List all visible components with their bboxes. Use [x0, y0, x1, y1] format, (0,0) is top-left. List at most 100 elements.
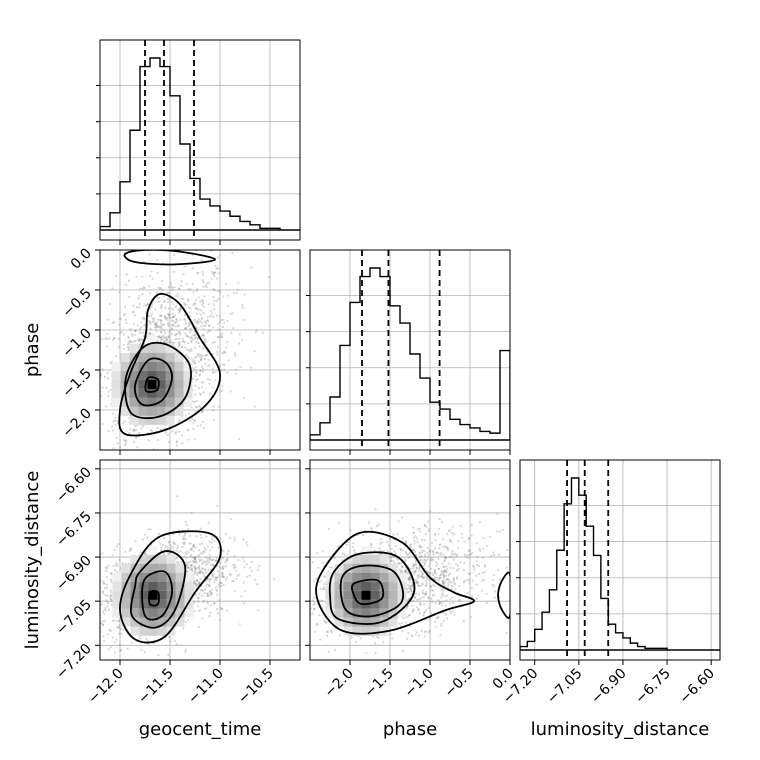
scatter-point: [138, 339, 141, 342]
scatter-point: [470, 534, 473, 537]
scatter-point: [237, 558, 240, 562]
scatter-point: [226, 304, 229, 307]
scatter-point: [420, 555, 423, 558]
scatter-point: [198, 559, 202, 563]
scatter-point: [211, 588, 214, 591]
scatter-point: [449, 566, 452, 570]
scatter-point: [228, 573, 231, 576]
scatter-point: [201, 594, 204, 597]
density-cell: [388, 590, 398, 600]
scatter-point: [197, 318, 200, 321]
scatter-point: [182, 541, 185, 545]
density-cell: [120, 406, 130, 416]
scatter-point: [326, 570, 330, 573]
scatter-point: [195, 400, 198, 403]
scatter-point: [432, 553, 435, 556]
scatter-point: [433, 532, 436, 535]
scatter-point: [124, 442, 127, 445]
scatter-point: [303, 580, 305, 582]
scatter-point: [147, 439, 150, 442]
scatter-point: [97, 332, 99, 334]
scatter-point: [183, 340, 186, 343]
scatter-point: [178, 311, 181, 314]
density-cell: [379, 581, 389, 591]
scatter-point: [435, 565, 438, 568]
density-cell: [174, 388, 184, 398]
scatter-point: [90, 405, 92, 407]
density-cell: [343, 626, 353, 636]
scatter-point: [312, 607, 315, 611]
scatter-point: [197, 554, 200, 557]
scatter-point: [106, 633, 109, 636]
scatter-point: [121, 628, 124, 631]
scatter-point: [412, 565, 415, 568]
scatter-point: [109, 361, 112, 364]
scatter-point: [454, 587, 457, 590]
scatter-point: [232, 291, 235, 294]
scatter-point: [418, 597, 421, 601]
density-cell: [352, 554, 362, 564]
scatter-point: [168, 313, 171, 316]
scatter-point: [117, 632, 121, 635]
scatter-point: [166, 337, 169, 340]
scatter-point: [203, 546, 207, 550]
scatter-point: [100, 373, 103, 376]
xtick-label-hist-luminosity_distance-4: −6.60: [676, 666, 718, 708]
scatter-point: [422, 564, 425, 567]
scatter-point: [319, 599, 322, 602]
scatter-point: [370, 526, 373, 530]
scatter-point: [212, 558, 215, 561]
scatter-point: [221, 574, 224, 577]
scatter-point: [171, 324, 174, 327]
scatter-point: [217, 297, 220, 300]
density-cell: [112, 581, 122, 591]
scatter-point: [409, 543, 412, 546]
scatter-point: [223, 350, 226, 353]
scatter-point: [199, 369, 202, 372]
density-cell: [352, 563, 362, 573]
scatter-point: [390, 559, 393, 562]
scatter-point: [175, 431, 178, 434]
scatter-point: [236, 288, 239, 291]
scatter-point: [113, 419, 117, 422]
scatter-point: [199, 534, 202, 537]
scatter-point: [482, 537, 485, 540]
scatter-point: [428, 578, 431, 581]
scatter-point: [205, 535, 208, 538]
scatter-point: [149, 327, 152, 330]
scatter-point: [122, 313, 125, 317]
scatter-point: [426, 570, 429, 573]
scatter-point: [209, 590, 212, 593]
scatter-point: [190, 548, 193, 551]
scatter-point: [104, 609, 107, 612]
scatter-point: [479, 549, 482, 552]
scatter-point: [323, 575, 326, 578]
scatter-point: [424, 558, 427, 561]
scatter-point: [412, 608, 415, 611]
density-cell: [130, 554, 140, 564]
contours-luminosity_distance_vs_geocent_time: [119, 530, 222, 644]
scatter-point: [386, 549, 389, 553]
scatter-point: [416, 606, 419, 609]
contour-luminosity_distance_vs_phase-2: [328, 551, 416, 625]
scatter-point: [382, 641, 385, 644]
scatter-point: [438, 600, 441, 604]
scatter-point: [471, 552, 474, 555]
scatter-point: [216, 576, 219, 579]
density-cell: [370, 590, 380, 600]
scatter-point: [193, 556, 196, 559]
scatter-point: [182, 340, 185, 343]
scatter-point: [203, 607, 206, 610]
scatter-point: [338, 521, 341, 524]
scatter-point: [115, 355, 118, 358]
scatter-point: [221, 540, 224, 543]
scatter-point: [101, 368, 104, 371]
scatter-point: [233, 590, 236, 593]
scatter-point: [114, 423, 117, 426]
scatter-point: [234, 368, 238, 371]
scatter-point: [112, 447, 115, 450]
scatter-point: [413, 550, 417, 553]
scatter-point: [201, 381, 204, 384]
scatter-point: [170, 547, 173, 550]
scatter-point: [427, 631, 430, 634]
